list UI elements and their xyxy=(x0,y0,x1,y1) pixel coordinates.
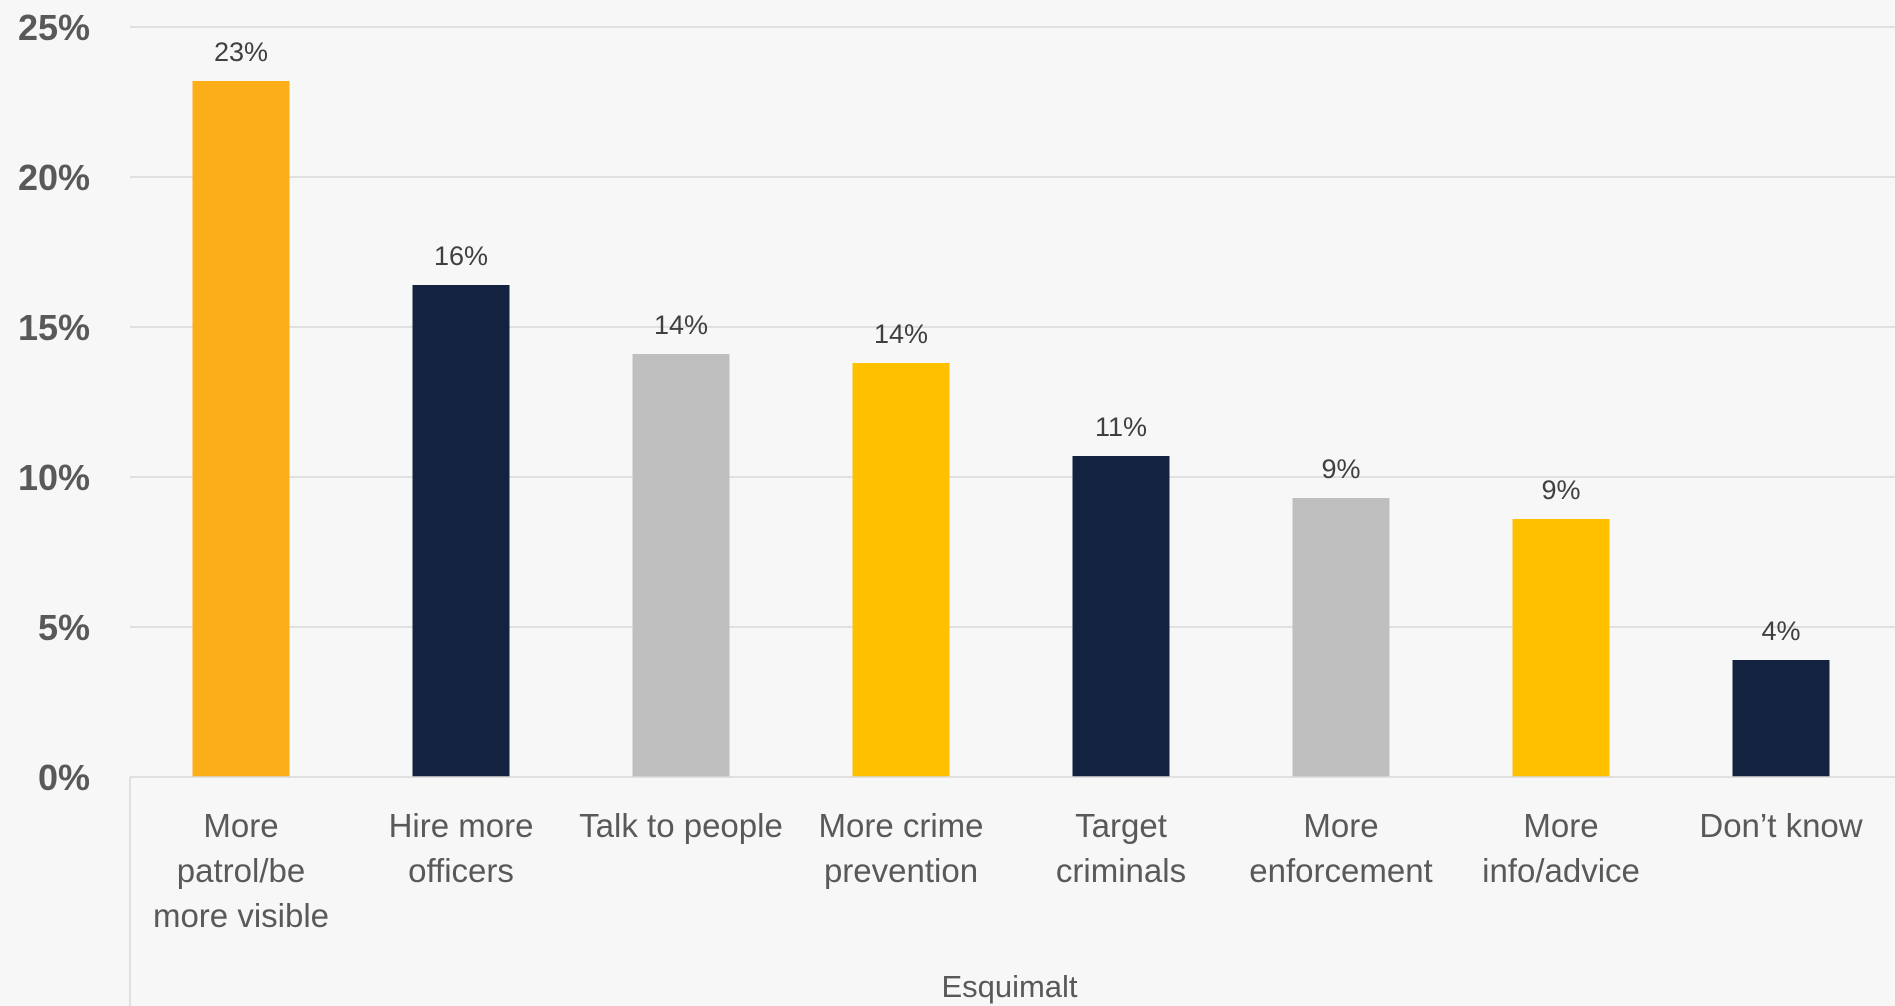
gridlines xyxy=(130,26,1895,628)
data-label: 9% xyxy=(1321,454,1360,484)
bar xyxy=(412,285,510,777)
bar xyxy=(192,81,290,777)
category-label: Hire more officers xyxy=(389,807,534,889)
y-tick-label: 25% xyxy=(18,7,90,48)
category-label: More patrol/be more visible xyxy=(153,807,329,934)
bar xyxy=(632,354,730,777)
data-label: 9% xyxy=(1541,475,1580,505)
data-label: 14% xyxy=(654,310,708,340)
data-label: 16% xyxy=(434,241,488,271)
category-label: More enforcement xyxy=(1249,807,1432,889)
category-label: Don’t know xyxy=(1699,807,1862,844)
data-label: 14% xyxy=(874,319,928,349)
data-label: 4% xyxy=(1761,616,1800,646)
category-label: More crime prevention xyxy=(818,807,983,889)
y-tick-label: 0% xyxy=(38,757,90,798)
y-tick-label: 15% xyxy=(18,307,90,348)
bar xyxy=(1512,519,1610,777)
y-axis: 0% 5% 10% 15% 20% 25% xyxy=(18,7,90,798)
bar xyxy=(1072,456,1170,777)
category-label: Target criminals xyxy=(1056,807,1186,889)
bar xyxy=(1732,660,1830,777)
bar xyxy=(1292,498,1390,777)
data-label: 23% xyxy=(214,37,268,67)
x-axis: More patrol/be more visible Hire more office… xyxy=(129,776,1895,1006)
bar xyxy=(852,363,950,777)
y-tick-label: 10% xyxy=(18,457,90,498)
data-label: 11% xyxy=(1095,412,1147,442)
data-labels: 23% 16% 14% 14% 11% 9% 9% 4% xyxy=(214,37,1801,646)
y-tick-label: 5% xyxy=(38,607,90,648)
category-label: More info/advice xyxy=(1482,807,1640,889)
y-tick-label: 20% xyxy=(18,157,90,198)
group-label: Esquimalt xyxy=(941,969,1077,1004)
bars xyxy=(192,81,1830,777)
category-label: Talk to people xyxy=(579,807,783,844)
